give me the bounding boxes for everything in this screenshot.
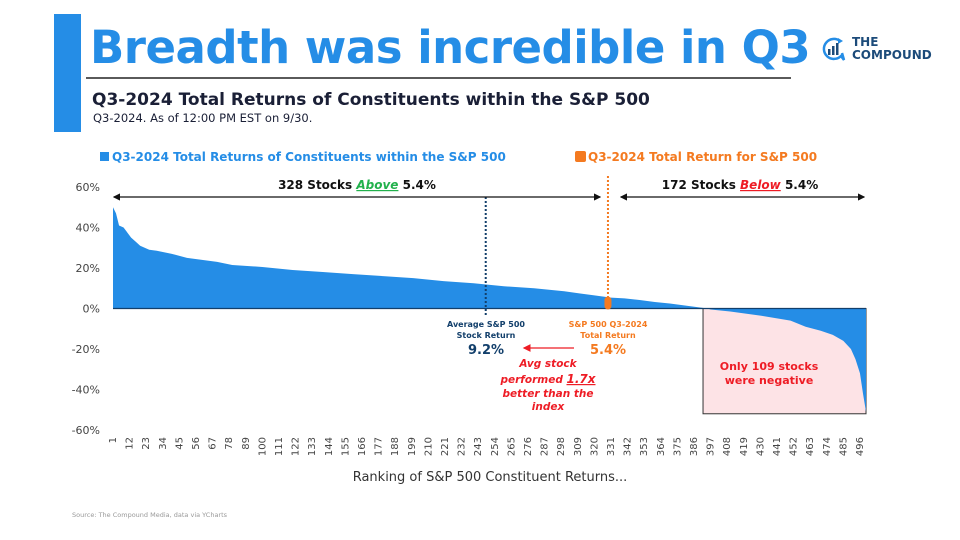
x-tick-label: 45 [174, 437, 185, 450]
x-tick-label: 342 [623, 437, 634, 456]
accent-bar [54, 14, 81, 132]
x-tick-label: 122 [291, 437, 302, 456]
x-tick-label: 67 [208, 437, 219, 450]
y-tick-label: 20% [76, 262, 100, 275]
x-tick-label: 419 [739, 437, 750, 456]
x-tick-label: 155 [340, 437, 351, 456]
x-tick-label: 474 [822, 437, 833, 456]
logo-line-2: COMPOUND [852, 48, 932, 62]
y-tick-label: -40% [72, 384, 100, 397]
x-tick-label: 133 [307, 437, 318, 456]
x-tick-label: 353 [639, 437, 650, 456]
x-tick-label: 78 [224, 437, 235, 450]
legend-label-index: Q3-2024 Total Return for S&P 500 [588, 150, 817, 164]
x-tick-label: 254 [490, 437, 501, 456]
index-return-marker [604, 296, 612, 310]
returns-area-positive [113, 207, 708, 309]
x-tick-label: 232 [457, 437, 468, 456]
x-tick-label: 386 [689, 437, 700, 456]
negative-label-line2: were negative [725, 374, 814, 387]
compare-line3: better than the [503, 388, 594, 400]
y-tick-label: -20% [72, 343, 100, 356]
legend-swatch-index [575, 151, 586, 162]
compound-logo-icon [822, 37, 846, 61]
avg-label-line2: Stock Return [457, 331, 516, 340]
x-tick-label: 331 [606, 437, 617, 456]
index-label-line2: Total Return [580, 331, 636, 340]
avg-label-line1: Average S&P 500 [447, 320, 525, 329]
x-tick-label: 496 [855, 437, 866, 456]
logo-line-1: THE [852, 35, 879, 49]
above-count-label: 328 Stocks Above 5.4% [278, 178, 436, 192]
x-tick-label: 144 [324, 437, 335, 456]
x-tick-label: 23 [141, 437, 152, 450]
title-divider [86, 77, 791, 79]
x-tick-label: 397 [706, 437, 717, 456]
chart-date-note: Q3-2024. As of 12:00 PM EST on 9/30. [93, 111, 313, 125]
x-tick-label: 12 [125, 437, 136, 450]
x-tick-label: 34 [158, 437, 169, 450]
x-tick-label: 56 [191, 437, 202, 450]
x-tick-label: 188 [390, 437, 401, 456]
x-axis-title: Ranking of S&P 500 Constituent Returns..… [353, 470, 628, 485]
x-tick-label: 243 [473, 437, 484, 456]
x-tick-label: 89 [241, 437, 252, 450]
returns-area-negative [707, 308, 866, 412]
y-tick-label: 60% [76, 181, 100, 194]
x-tick-label: 100 [257, 437, 268, 456]
legend-swatch-constituents [100, 152, 109, 161]
compare-line2: performed 1.7x [499, 372, 596, 386]
x-tick-label: 485 [838, 437, 849, 456]
source-note: Source: The Compound Media, data via YCh… [72, 511, 228, 519]
x-tick-label: 221 [440, 437, 451, 456]
x-tick-label: 309 [573, 437, 584, 456]
x-tick-label: 441 [772, 437, 783, 456]
x-tick-label: 364 [656, 437, 667, 456]
x-tick-label: 265 [506, 437, 517, 456]
negative-label-line1: Only 109 stocks [720, 360, 819, 373]
below-count-label: 172 Stocks Below 5.4% [662, 178, 818, 192]
x-tick-label: 320 [589, 437, 600, 456]
x-tick-label: 430 [755, 437, 766, 456]
y-tick-label: 40% [76, 222, 100, 235]
legend-label-constituents: Q3-2024 Total Returns of Constituents wi… [112, 150, 506, 164]
x-tick-label: 199 [407, 437, 418, 456]
x-tick-label: 276 [523, 437, 534, 456]
index-label-line1: S&P 500 Q3-2024 [569, 320, 648, 329]
x-tick-label: 287 [540, 437, 551, 456]
compare-line4: index [532, 401, 566, 413]
y-tick-label: -60% [72, 424, 100, 437]
x-tick-label: 463 [805, 437, 816, 456]
x-tick-label: 452 [789, 437, 800, 456]
x-tick-label: 210 [423, 437, 434, 456]
x-tick-label: 298 [556, 437, 567, 456]
x-tick-label: 375 [672, 437, 683, 456]
chart-subtitle: Q3-2024 Total Returns of Constituents wi… [92, 90, 650, 110]
x-tick-label: 408 [722, 437, 733, 456]
compound-logo: THE COMPOUND [820, 36, 932, 62]
x-tick-label: 111 [274, 437, 285, 456]
x-tick-label: 166 [357, 437, 368, 456]
compare-line1: Avg stock [518, 358, 577, 370]
index-value: 5.4% [590, 343, 626, 358]
avg-value: 9.2% [468, 343, 504, 358]
x-tick-label: 177 [374, 437, 385, 456]
x-tick-label: 1 [108, 437, 119, 443]
y-tick-label: 0% [83, 303, 100, 316]
page-title: Breadth was incredible in Q3 [90, 21, 811, 74]
